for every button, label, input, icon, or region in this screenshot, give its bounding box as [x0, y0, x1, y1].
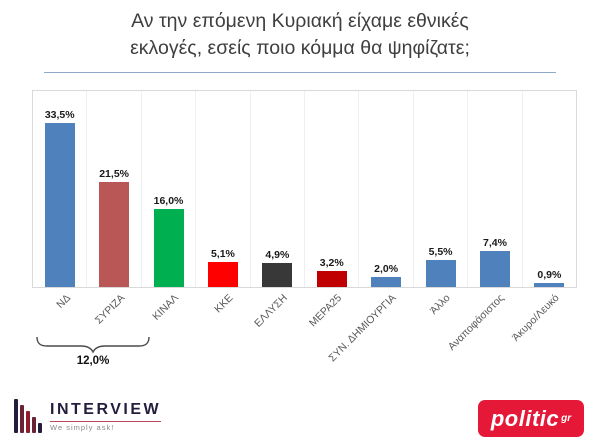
interview-wordmark: INTERVIEW We simply ask! [50, 400, 162, 432]
x-axis-label: ΕΛΛΥΣΗ [252, 292, 290, 330]
bar-slot: 5,5% [412, 91, 467, 287]
bar [153, 208, 184, 287]
bar [479, 250, 510, 287]
bar-slot: 21,5% [86, 91, 140, 287]
politic-name: politic [490, 405, 560, 431]
chart-title: Αν την επόμενη Κυριακή είχαμε εθνικές εκ… [40, 8, 560, 63]
interview-tagline: We simply ask! [50, 422, 115, 432]
x-axis-label: ΚΙΝΑΛ [150, 292, 182, 323]
bar-slot: 2,0% [358, 91, 412, 287]
x-axis-label: Άκυρο/Λευκό [509, 292, 562, 344]
title-divider [44, 72, 556, 73]
bar-value-label: 7,4% [482, 236, 507, 249]
bar-slot: 0,9% [521, 91, 576, 287]
politic-tld: gr [561, 413, 572, 424]
bar [99, 181, 130, 287]
bar [316, 271, 347, 287]
x-axis-label: ΜΕΡΑ25 [306, 292, 345, 330]
bar-slot: 33,5% [33, 91, 86, 287]
gap-annotation: 12,0% [76, 355, 110, 367]
interview-logo: INTERVIEW We simply ask! [14, 399, 162, 433]
bar [262, 263, 293, 287]
soundwave-bar [20, 405, 24, 433]
bar [207, 262, 238, 287]
x-axis-label: ΚΚΕ [212, 292, 236, 316]
x-axis-label: Αναποφάσιστος [446, 292, 508, 353]
bar-value-label: 0,9% [537, 268, 562, 281]
bar-value-label: 5,1% [210, 248, 235, 261]
bar [534, 282, 565, 287]
bar-value-label: 5,5% [428, 246, 453, 259]
bar-slot: 7,4% [467, 91, 521, 287]
bar-value-label: 2,0% [374, 263, 399, 276]
bar-slot: 16,0% [140, 91, 195, 287]
gap-bracket [36, 336, 150, 354]
bar [425, 260, 456, 287]
interview-rule [50, 420, 162, 422]
bar-slot: 4,9% [249, 91, 304, 287]
soundwave-bar [14, 399, 18, 433]
soundwave-bar [32, 417, 36, 433]
politic-logo: politic gr [478, 400, 584, 437]
bar-slot: 5,1% [195, 91, 249, 287]
x-axis-label: ΣΥΡΙΖΑ [92, 292, 127, 327]
plot-area: 33,5% 21,5% 16,0% 5,1% 4,9% 3,2% 2,0% 5,5% 7,4% 0… [32, 90, 577, 288]
bar-value-label: 33,5% [44, 108, 75, 121]
chart-title-line1: Αν την επόμενη Κυριακή είχαμε εθνικές [131, 10, 469, 32]
bar-value-label: 21,5% [99, 167, 129, 180]
bar [44, 122, 75, 287]
bar-value-label: 16,0% [153, 194, 184, 207]
x-axis-label: Άλλο [427, 292, 453, 317]
soundwave-bar [26, 411, 30, 433]
bar [371, 277, 402, 287]
chart-title-line2: εκλογές, εσείς ποιο κόμμα θα ψηφίζατε; [130, 37, 470, 60]
bar-value-label: 4,9% [265, 249, 290, 261]
soundwave-bar [38, 423, 42, 433]
x-axis-label: ΝΔ [53, 292, 73, 311]
interview-name: INTERVIEW [50, 400, 162, 418]
bar-slot: 3,2% [304, 91, 358, 287]
soundwave-icon [14, 399, 42, 433]
bar-value-label: 3,2% [319, 257, 344, 270]
